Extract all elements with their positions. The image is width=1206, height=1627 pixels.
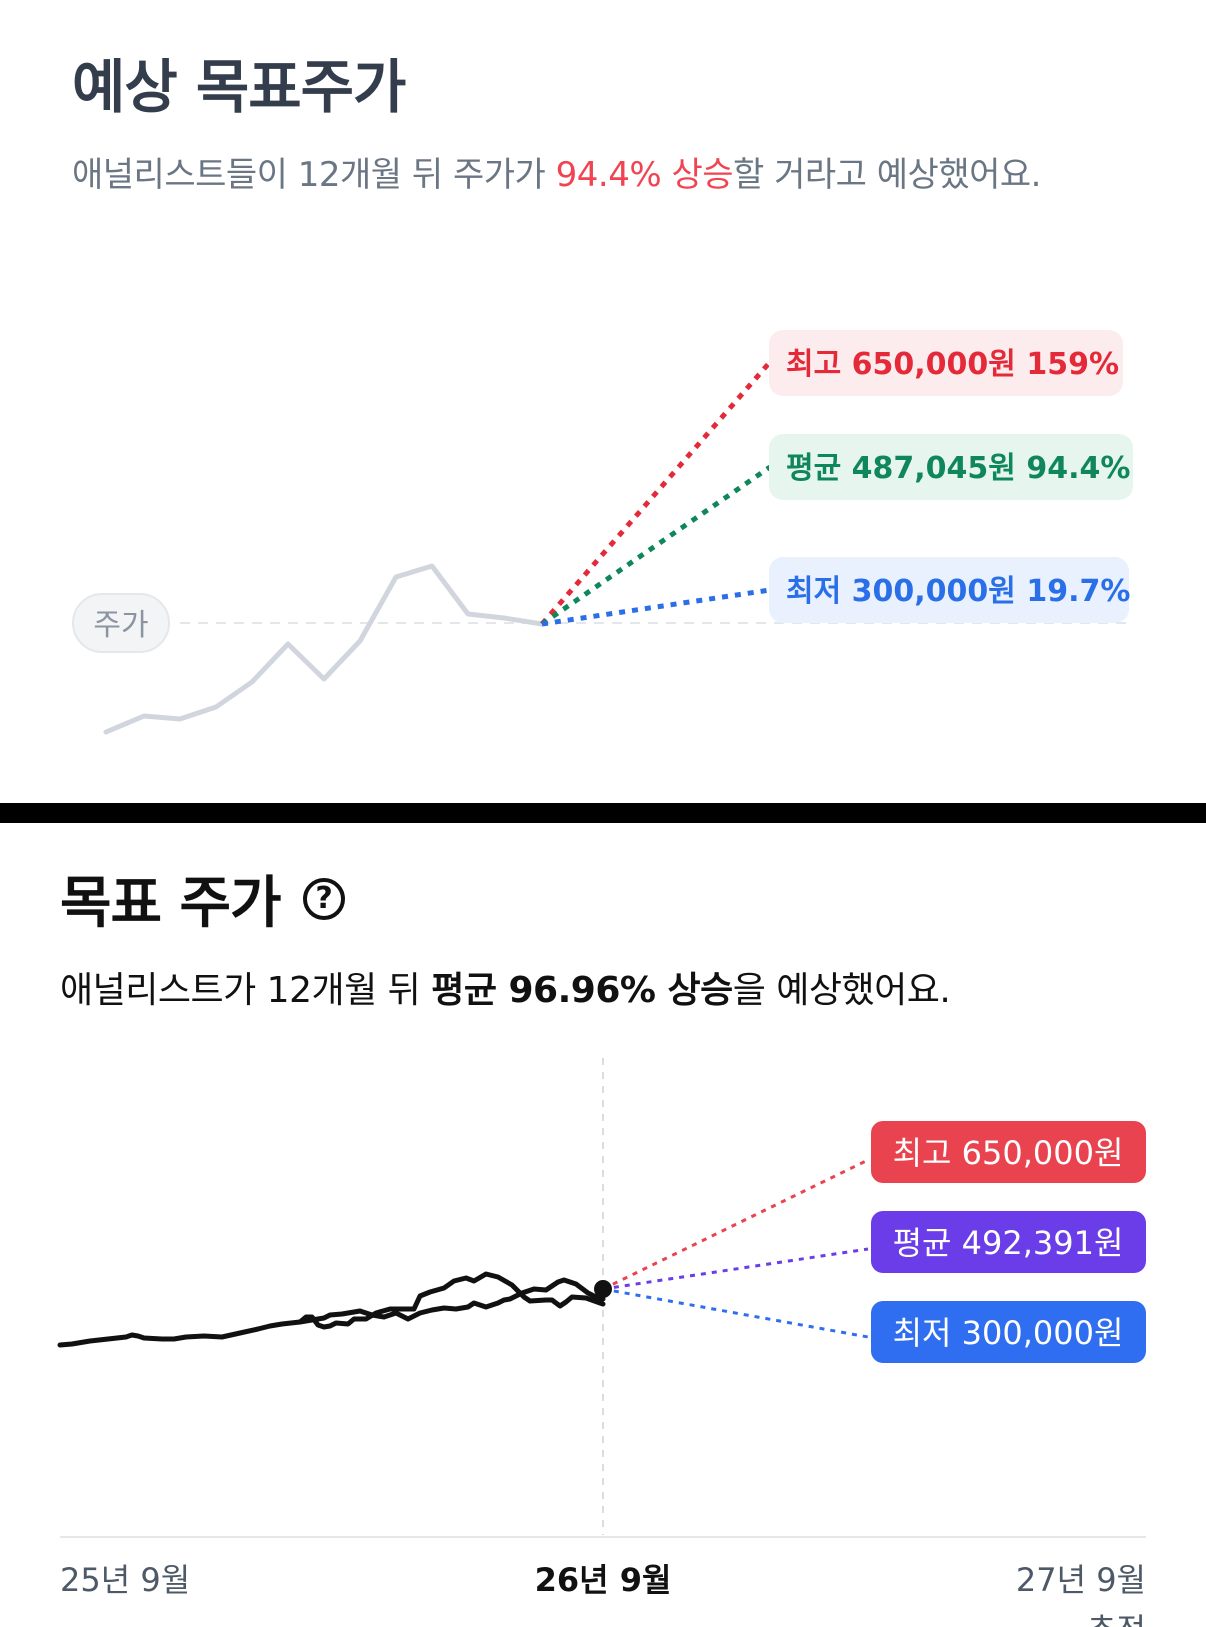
- avg-label-bg: [871, 1211, 1146, 1273]
- forecast-panel-bottom: 목표 주가 ? 애널리스트가 12개월 뒤 평균 96.96% 상승을 예상했어…: [0, 823, 1206, 1627]
- x-tick-end-sub: 추정: [1087, 1611, 1146, 1627]
- low-label-bg: [769, 557, 1129, 623]
- forecast-panel-top: 예상 목표주가 애널리스트들이 12개월 뒤 주가가 94.4% 상승할 거라고…: [0, 0, 1206, 803]
- page-title: 예상 목표주가: [72, 53, 406, 121]
- forecast-highlight: 평균 96.96% 상승: [431, 970, 733, 1011]
- forecast-highlight: 94.4% 상승: [555, 155, 734, 195]
- question-circle-icon[interactable]: ?: [302, 877, 345, 920]
- price-chip-label: 주가: [93, 608, 148, 643]
- avg-label-bg: [769, 434, 1133, 500]
- low-label-bg: [871, 1301, 1146, 1363]
- low-projection-line: [541, 587, 771, 627]
- x-tick-start: 25년 9월: [60, 1561, 190, 1599]
- avg-projection-line: [602, 1247, 869, 1291]
- high-label: 최고 650,000원: [893, 1134, 1124, 1172]
- forecast-summary: 애널리스트들이 12개월 뒤 주가가 94.4% 상승할 거라고 예상했어요.: [72, 155, 1041, 195]
- price-chip-bg: [72, 593, 170, 653]
- high-label-bg: [871, 1121, 1146, 1183]
- high-label-bg: [769, 330, 1123, 396]
- section-divider: [0, 803, 1206, 823]
- low-projection-line: [602, 1287, 869, 1339]
- high-label: 최고 650,000원 159%: [786, 347, 1119, 382]
- avg-projection-line: [540, 464, 772, 627]
- forecast-summary: 애널리스트가 12개월 뒤 평균 96.96% 상승을 예상했어요.: [60, 970, 951, 1011]
- avg-label: 평균 487,045원 94.4%: [786, 451, 1130, 486]
- high-projection-line: [540, 360, 772, 626]
- x-tick-end: 27년 9월: [1016, 1561, 1146, 1599]
- x-tick-current: 26년 9월: [535, 1561, 672, 1599]
- price-history-line: [103, 563, 545, 735]
- price-history-line-detail: [297, 1271, 606, 1330]
- current-price-dot[interactable]: [594, 1280, 612, 1298]
- target-price-chart: 주가 최고 650,000원 159% 평균 487,045원 94.4% 최저…: [72, 330, 1133, 735]
- target-price-chart: 최고 650,000원 평균 492,391원 최저 300,000원 25년 …: [57, 1058, 1146, 1627]
- section-title: 목표 주가 ?: [60, 858, 345, 939]
- low-label: 최저 300,000원: [893, 1314, 1124, 1352]
- price-history-line: [57, 1277, 606, 1348]
- high-projection-line: [602, 1158, 869, 1291]
- avg-label: 평균 492,391원: [893, 1224, 1124, 1262]
- low-label: 최저 300,000원 19.7%: [786, 574, 1130, 609]
